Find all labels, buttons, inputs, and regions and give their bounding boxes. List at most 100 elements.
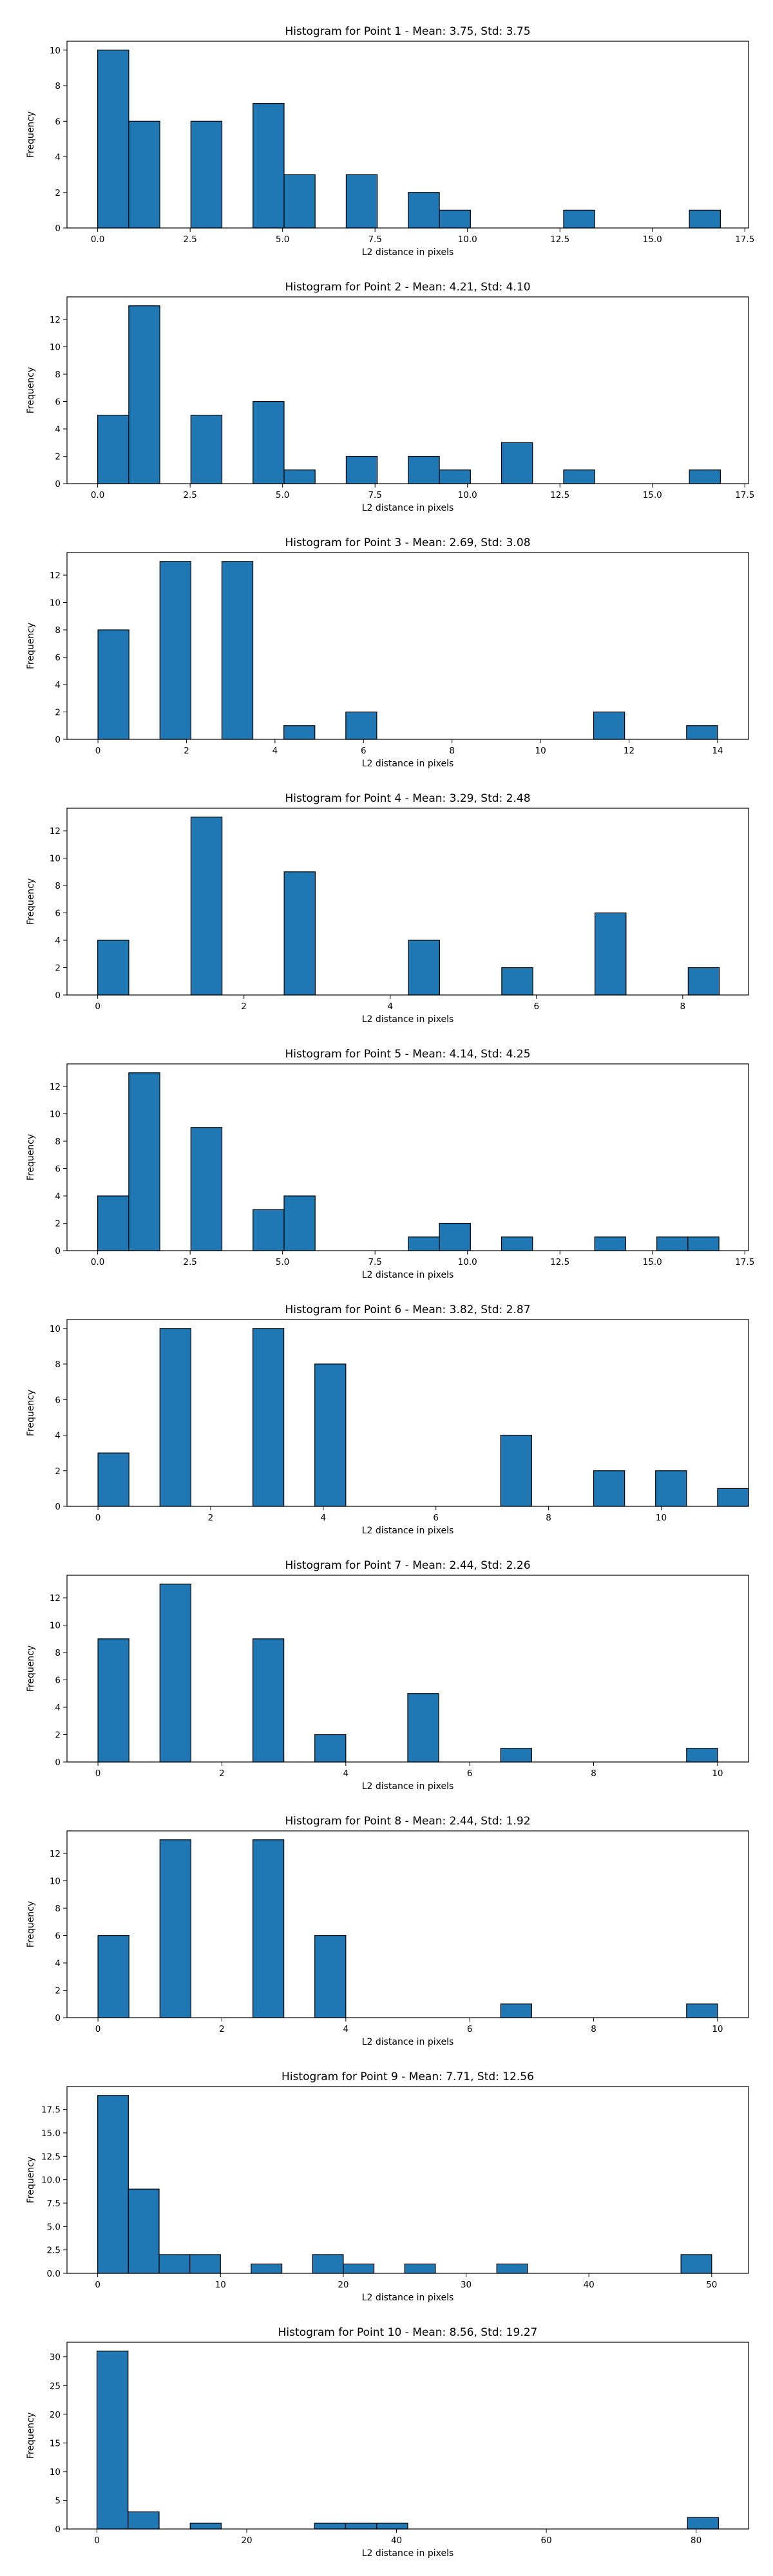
y-tick-label: 2 — [55, 1986, 61, 1996]
histogram-bar — [408, 940, 440, 996]
histogram-bar — [439, 1222, 471, 1251]
y-tick-label: 30 — [50, 2353, 61, 2363]
histogram-bar — [128, 305, 160, 484]
x-tick-label: 30 — [461, 2280, 472, 2290]
y-tick-label: 2.5 — [47, 2246, 61, 2256]
y-tick-label: 2 — [55, 452, 61, 462]
x-tick-label: 2 — [219, 1768, 225, 1779]
x-tick-label: 5.0 — [276, 234, 289, 245]
x-tick-label: 10.0 — [458, 1257, 477, 1267]
x-tick-label: 10 — [712, 1768, 723, 1779]
histogram-bar — [189, 2523, 222, 2530]
histogram-bar — [345, 711, 377, 740]
histogram-bar — [314, 1935, 347, 2018]
y-tick-label: 8 — [55, 81, 61, 91]
x-tick-label: 0.0 — [91, 1257, 104, 1267]
y-tick-label: 12 — [50, 1082, 61, 1092]
x-tick-label: 12.5 — [550, 1257, 569, 1267]
histogram-bar — [97, 1638, 129, 1763]
axes-frame — [66, 1063, 749, 1251]
histogram-bar — [128, 2188, 160, 2274]
histogram-bar — [345, 2523, 377, 2530]
histogram-bar — [593, 711, 625, 740]
x-tick-label: 17.5 — [735, 1257, 754, 1267]
x-tick-label: 7.5 — [368, 234, 381, 245]
histogram-panel-8: Histogram for Point 8 - Mean: 2.44, Std:… — [26, 1815, 749, 2047]
axes-frame — [66, 2086, 749, 2274]
histogram-bar — [686, 1748, 718, 1763]
y-tick-label: 6 — [55, 1395, 61, 1405]
axes-frame — [66, 808, 749, 996]
y-tick-label: 4 — [55, 936, 61, 946]
x-tick-label: 2 — [219, 2024, 225, 2034]
x-tick-label: 2.5 — [183, 490, 196, 500]
histogram-bar — [407, 1693, 439, 1763]
x-tick-label: 0 — [95, 2024, 101, 2034]
x-tick-label: 5.0 — [276, 490, 289, 500]
x-tick-label: 0 — [95, 1768, 101, 1779]
y-tick-label: 2 — [55, 188, 61, 198]
y-tick-label: 10 — [50, 46, 61, 56]
histogram-bar — [500, 1748, 532, 1763]
chart-title: Histogram for Point 6 - Mean: 3.82, Std:… — [285, 1303, 530, 1316]
histogram-bar — [252, 1638, 285, 1763]
axes-frame — [66, 1830, 749, 2018]
y-axis-label: Frequency — [26, 2157, 36, 2203]
y-axis-label: Frequency — [26, 878, 36, 925]
x-axis-label: L2 distance in pixels — [362, 1526, 454, 1536]
y-tick-label: 0 — [55, 479, 61, 489]
histogram-bar — [128, 2511, 160, 2530]
y-axis-label: Frequency — [26, 1645, 36, 1692]
x-tick-label: 6 — [433, 1513, 439, 1523]
x-tick-label: 6 — [467, 1768, 473, 1779]
x-tick-label: 17.5 — [735, 234, 754, 245]
x-axis-label: L2 distance in pixels — [362, 2548, 454, 2559]
y-tick-label: 10 — [50, 1324, 61, 1334]
x-tick-label: 15.0 — [643, 490, 662, 500]
histogram-bar — [190, 1127, 223, 1251]
x-tick-label: 2 — [241, 1001, 247, 1012]
histogram-bar — [97, 940, 129, 996]
histogram-bar — [97, 50, 129, 229]
histogram-bar — [251, 2263, 283, 2274]
histogram-bar — [689, 209, 721, 229]
histogram-bar — [97, 2095, 129, 2274]
histogram-bar — [496, 2263, 528, 2274]
x-tick-label: 0 — [94, 2535, 100, 2546]
x-tick-label: 8 — [449, 746, 455, 756]
histogram-bar — [501, 967, 533, 996]
histogram-bar — [97, 629, 129, 740]
histogram-bar — [190, 817, 223, 996]
x-tick-label: 10.0 — [458, 234, 477, 245]
x-tick-label: 50 — [706, 2280, 717, 2290]
chart-title: Histogram for Point 1 - Mean: 3.75, Std:… — [285, 25, 530, 38]
y-tick-label: 5 — [55, 2496, 61, 2506]
x-tick-label: 10 — [712, 2024, 723, 2034]
chart-title: Histogram for Point 8 - Mean: 2.44, Std:… — [285, 1815, 530, 1828]
y-tick-label: 0 — [55, 2524, 61, 2535]
y-tick-label: 8 — [55, 1137, 61, 1147]
y-tick-label: 8 — [55, 1359, 61, 1370]
y-tick-label: 4 — [55, 1958, 61, 1969]
histogram-bar — [408, 1236, 440, 1251]
y-tick-label: 12 — [50, 315, 61, 325]
x-axis-label: L2 distance in pixels — [362, 2293, 454, 2303]
axes-frame — [66, 2342, 749, 2530]
y-tick-label: 10 — [50, 854, 61, 864]
y-tick-label: 6 — [55, 653, 61, 663]
histogram-bar — [96, 2351, 129, 2530]
histogram-bar — [404, 2263, 436, 2274]
histogram-bar — [686, 2003, 718, 2018]
histogram-bar — [439, 209, 471, 229]
histogram-bar — [97, 1452, 129, 1507]
x-tick-label: 10 — [535, 746, 546, 756]
x-axis-label: L2 distance in pixels — [362, 1270, 454, 1280]
chart-title: Histogram for Point 9 - Mean: 7.71, Std:… — [282, 2070, 534, 2083]
y-axis-label: Frequency — [26, 623, 36, 669]
y-tick-label: 6 — [55, 1931, 61, 1942]
histogram-bar — [159, 1839, 191, 2018]
histogram-bar — [189, 2254, 221, 2274]
histogram-bar — [128, 120, 160, 229]
chart-title: Histogram for Point 10 - Mean: 8.56, Std… — [278, 2326, 538, 2339]
